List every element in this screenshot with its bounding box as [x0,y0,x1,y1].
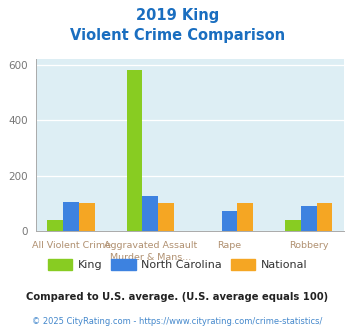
Bar [301,206,317,231]
Text: © 2025 CityRating.com - https://www.cityrating.com/crime-statistics/: © 2025 CityRating.com - https://www.city… [32,317,323,326]
Text: Compared to U.S. average. (U.S. average equals 100): Compared to U.S. average. (U.S. average … [26,292,329,302]
Text: 2019 King: 2019 King [136,8,219,23]
Bar [158,203,174,231]
Bar [317,203,333,231]
Bar [142,196,158,231]
Bar [237,203,253,231]
Text: Violent Crime Comparison: Violent Crime Comparison [70,28,285,43]
Bar [63,202,79,231]
Bar [285,220,301,231]
Bar [127,71,142,231]
Legend: King, North Carolina, National: King, North Carolina, National [43,255,312,275]
Bar [79,203,95,231]
Bar [222,211,237,231]
Bar [47,220,63,231]
